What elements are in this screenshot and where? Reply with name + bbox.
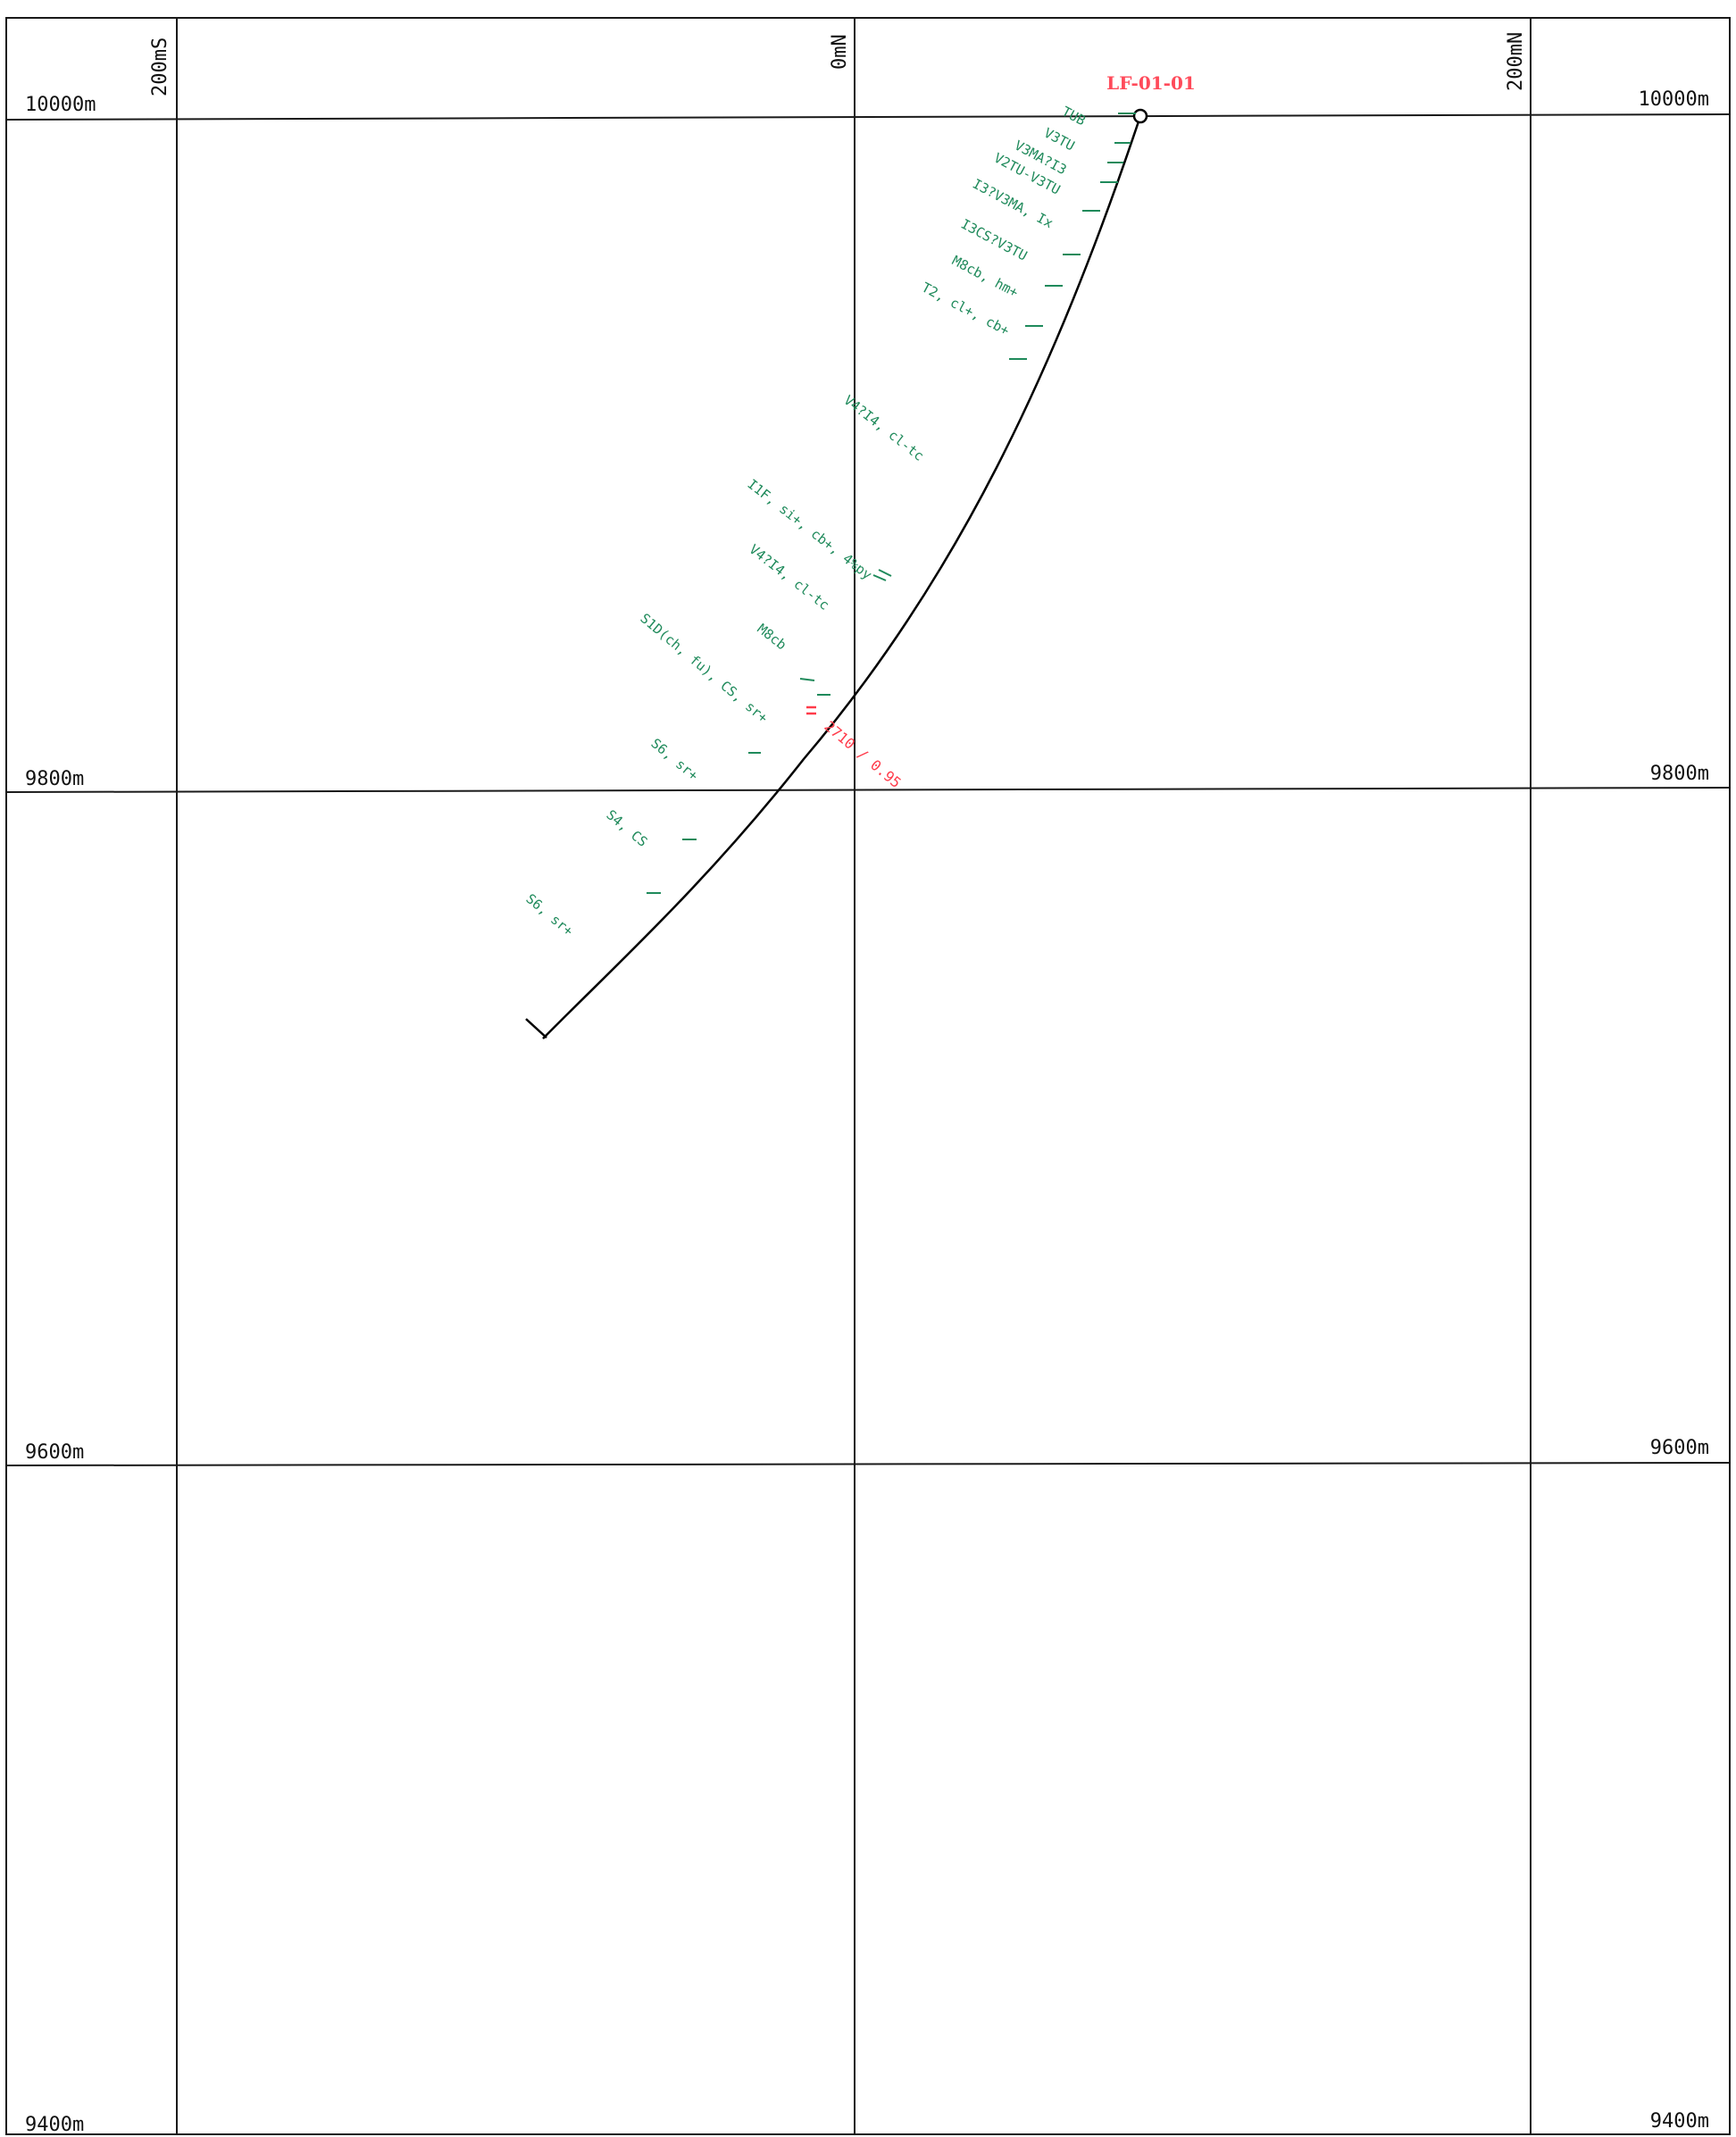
grid-line-10000m — [5, 113, 1731, 121]
elevation-label: 10000m — [1639, 88, 1709, 111]
grid-line-9800m — [5, 787, 1731, 793]
elevation-label: 9600m — [25, 1441, 84, 1464]
elevation-label: 9800m — [1650, 763, 1709, 785]
hole-id-label: LF-01-01 — [1106, 72, 1196, 94]
geology-contact-ticks — [647, 113, 1136, 894]
drill-hole-trace — [542, 115, 1142, 1039]
northing-label: 200mS — [149, 38, 171, 96]
end-of-hole-marker — [525, 1018, 547, 1039]
elevation-label: 9600m — [1650, 1437, 1709, 1459]
collar-marker — [1132, 108, 1148, 124]
elevation-label: 9400m — [25, 2114, 84, 2136]
assay-interval-marker — [806, 705, 816, 715]
northing-label: 0mN — [829, 34, 851, 70]
elevation-label: 9800m — [25, 768, 84, 790]
elevation-label: 10000m — [25, 94, 96, 116]
elevation-label: 9400m — [1650, 2110, 1709, 2133]
grid-line-9600m — [5, 1462, 1731, 1466]
section-frame — [5, 17, 1731, 2135]
northing-label: 200mN — [1505, 32, 1527, 91]
